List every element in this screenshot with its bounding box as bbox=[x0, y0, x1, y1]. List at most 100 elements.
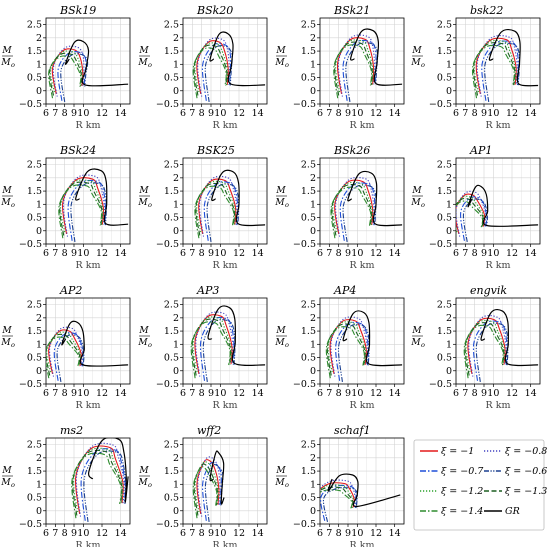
y-label-bottom: M bbox=[137, 198, 148, 208]
series-line-3 bbox=[83, 450, 127, 522]
y-axis-label: MM o bbox=[137, 466, 152, 489]
series-line-5 bbox=[326, 323, 366, 376]
series-line-0 bbox=[198, 178, 237, 234]
y-tick-label: 1.5 bbox=[437, 326, 452, 337]
y-tick-label: 2.5 bbox=[164, 20, 179, 31]
y-tick-label: 0 bbox=[446, 86, 452, 97]
legend-label: ξ = −1.3 bbox=[505, 486, 547, 497]
curves bbox=[463, 308, 539, 382]
y-tick-label: 0.5 bbox=[437, 353, 452, 364]
y-tick-label: 0.5 bbox=[164, 213, 179, 224]
x-tick-label: 10 bbox=[214, 108, 226, 119]
x-tick-label: 14 bbox=[115, 108, 127, 119]
x-tick-label: 12 bbox=[506, 248, 518, 259]
x-tick-label: 7 bbox=[52, 108, 58, 119]
x-axis-label: R km bbox=[213, 260, 238, 271]
x-tick-label: 6 bbox=[317, 108, 323, 119]
y-tick-label: 1.5 bbox=[301, 466, 316, 477]
x-tick-label: 7 bbox=[462, 388, 468, 399]
x-axis-label: R km bbox=[76, 400, 101, 411]
legend-label: GR bbox=[505, 506, 520, 517]
y-tick-label: 1 bbox=[173, 339, 179, 350]
y-tick-label: 0.5 bbox=[301, 353, 316, 364]
series-line-3 bbox=[204, 45, 233, 102]
y-label-sub: o bbox=[285, 201, 289, 209]
y-label-sub: o bbox=[148, 341, 152, 349]
y-tick-label: −0.5 bbox=[429, 239, 452, 250]
y-axis-label: MM o bbox=[274, 326, 289, 349]
panel-schaf1: 6 7 8 9 10 12 14 −0.5 0 0.5 1 1.5 2 2.5 schaf1 MM o R km bbox=[274, 424, 405, 551]
y-label-bottom: M bbox=[0, 58, 11, 68]
x-tick-label: 10 bbox=[214, 248, 226, 259]
series-line-6 bbox=[325, 326, 365, 379]
x-tick-label: 14 bbox=[252, 108, 264, 119]
y-tick-label: 1 bbox=[36, 479, 42, 490]
y-tick-label: −0.5 bbox=[429, 99, 452, 110]
y-tick-label: 0 bbox=[36, 86, 42, 97]
legend-label: ξ = −0.6 bbox=[505, 466, 547, 477]
y-tick-label: 2.5 bbox=[164, 300, 179, 311]
x-axis-label: R km bbox=[486, 400, 511, 411]
series-line-3 bbox=[322, 487, 358, 523]
x-tick-label: 9 bbox=[345, 528, 351, 539]
y-tick-label: 1 bbox=[173, 199, 179, 210]
series-line-1 bbox=[456, 190, 487, 237]
series-line-gr bbox=[207, 305, 266, 366]
curves bbox=[192, 31, 266, 102]
x-tick-label: 8 bbox=[62, 108, 68, 119]
y-tick-label: 1 bbox=[310, 199, 316, 210]
y-label-top: M bbox=[1, 326, 12, 336]
y-axis-label: MM o bbox=[410, 186, 425, 209]
x-tick-label: 12 bbox=[96, 248, 108, 259]
legend-item: ξ = −1.3 bbox=[484, 486, 547, 497]
curves bbox=[325, 310, 403, 382]
series-line-gr bbox=[75, 168, 129, 226]
y-tick-label: 2 bbox=[173, 453, 179, 464]
series-line-4 bbox=[194, 42, 229, 93]
y-tick-label: 2.5 bbox=[164, 160, 179, 171]
y-tick-label: −0.5 bbox=[19, 239, 42, 250]
x-tick-label: 9 bbox=[71, 388, 77, 399]
series-line-6 bbox=[192, 47, 227, 99]
x-tick-label: 6 bbox=[43, 108, 49, 119]
series-line-0 bbox=[61, 177, 105, 234]
y-tick-label: 1 bbox=[310, 59, 316, 70]
series-line-2 bbox=[335, 321, 369, 381]
x-tick-label: 14 bbox=[389, 388, 401, 399]
x-axis-label: R km bbox=[350, 120, 375, 131]
x-tick-label: 6 bbox=[180, 388, 186, 399]
y-tick-label: 1 bbox=[310, 339, 316, 350]
y-tick-label: 2.5 bbox=[164, 440, 179, 451]
y-tick-label: 1.5 bbox=[27, 326, 42, 337]
series-line-0 bbox=[320, 482, 355, 508]
series-line-1 bbox=[75, 442, 125, 517]
y-label-bottom: M bbox=[410, 198, 421, 208]
series-line-1 bbox=[335, 176, 375, 237]
x-axis-label: R km bbox=[213, 540, 238, 547]
panel-AP2: 6 7 8 9 10 12 14 −0.5 0 0.5 1 1.5 2 2.5 AP2 MM o R km bbox=[0, 284, 131, 411]
series-line-0 bbox=[196, 40, 229, 94]
series-line-0 bbox=[48, 329, 82, 374]
y-tick-label: 2.5 bbox=[301, 160, 316, 171]
y-label-sub: o bbox=[148, 201, 152, 209]
x-tick-label: 6 bbox=[43, 388, 49, 399]
panel-title: engvik bbox=[470, 284, 507, 297]
legend-label: ξ = −0.8 bbox=[505, 446, 547, 457]
panel-title: BSk19 bbox=[59, 4, 96, 17]
x-tick-label: 10 bbox=[351, 248, 363, 259]
y-tick-label: 0.5 bbox=[164, 493, 179, 504]
series-line-4 bbox=[60, 179, 104, 233]
curves bbox=[456, 184, 539, 242]
series-line-4 bbox=[320, 484, 354, 508]
y-tick-label: 1.5 bbox=[164, 466, 179, 477]
legend-box bbox=[413, 439, 545, 531]
x-tick-label: 7 bbox=[326, 528, 332, 539]
x-tick-label: 7 bbox=[189, 108, 195, 119]
y-tick-label: 0.5 bbox=[27, 493, 42, 504]
x-tick-label: 6 bbox=[43, 248, 49, 259]
x-tick-label: 10 bbox=[77, 108, 89, 119]
y-tick-label: 2 bbox=[310, 313, 316, 324]
x-tick-label: 7 bbox=[189, 528, 195, 539]
y-label-bottom: M bbox=[0, 198, 11, 208]
